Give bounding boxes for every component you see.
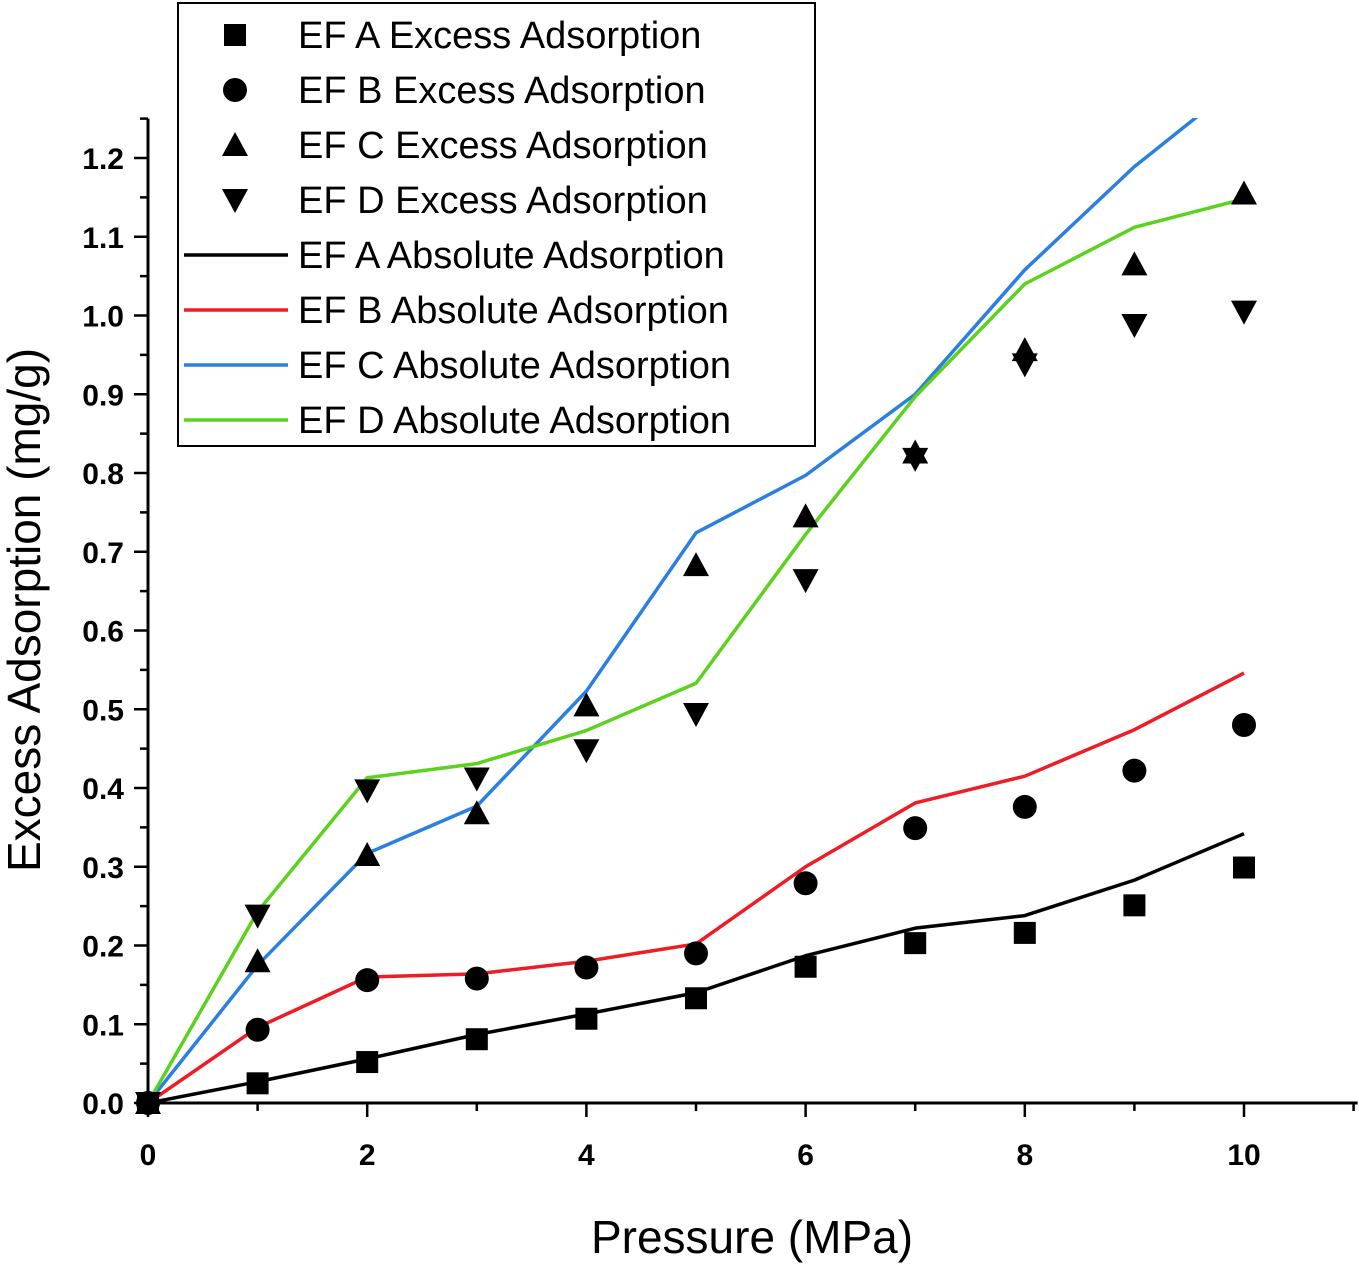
ef-c-excess-adsorption-legend-label: EF C Excess Adsorption — [298, 125, 708, 167]
ef-b-excess-adsorption-legend-label: EF B Excess Adsorption — [298, 70, 706, 112]
ef-d-excess-adsorption-point — [244, 904, 271, 929]
legend-box — [177, 2, 816, 447]
y-tick-label: 1.2 — [82, 143, 124, 176]
y-tick-label: 0.5 — [82, 694, 124, 727]
y-tick-label: 0.8 — [82, 458, 124, 491]
x-tick-label: 4 — [578, 1139, 595, 1172]
y-axis-ticks: 0.0 0.1 0.2 0.3 0.4 0.5 0.6 0.7 0.8 0.9 1.0 1.1 1.2 — [82, 117, 148, 1121]
y-tick-label: 0.6 — [82, 616, 124, 649]
ef-c-excess-adsorption-point — [683, 552, 709, 577]
ef-c-excess-adsorption-point — [792, 503, 819, 528]
ef-a-excess-adsorption-point — [246, 1072, 269, 1095]
ef-a-excess-adsorption-point — [465, 1028, 488, 1051]
x-tick-label: 0 — [140, 1139, 157, 1172]
ef-d-excess-adsorption-point — [573, 739, 600, 764]
ef-c-excess-adsorption-point — [244, 948, 271, 973]
ef-a-excess-adsorption-legend-marker — [224, 24, 246, 46]
ef-b-excess-adsorption-point — [793, 871, 818, 896]
y-tick-label: 0.7 — [82, 537, 124, 570]
x-axis-title: Pressure (MPa) — [591, 1211, 913, 1263]
y-axis-title: Excess Adsorption (mg/g) — [0, 348, 50, 872]
ef-d-excess-adsorption-point — [1231, 300, 1257, 325]
y-tick-label: 0.4 — [82, 773, 124, 806]
ef-a-excess-adsorption-point — [1013, 921, 1036, 944]
ef-d-excess-adsorption-point — [354, 779, 381, 804]
ef-b-excess-adsorption-point — [1012, 794, 1037, 819]
ef-b-excess-adsorption-point — [903, 816, 928, 841]
ef-b-excess-adsorption-point — [355, 968, 380, 993]
ef-d-excess-adsorption-point — [463, 767, 490, 792]
ef-c-excess-adsorption-point — [1121, 251, 1148, 276]
axes — [146, 118, 1358, 1105]
ef-b-excess-adsorption-point — [464, 966, 489, 991]
ef-b-absolute-adsorption-line — [148, 671, 1245, 1105]
ef-c-excess-adsorption-legend-marker — [222, 132, 248, 156]
ef-d-excess-adsorption-legend-marker — [222, 189, 248, 213]
legend: EF A Excess Adsorption EF B Excess Adsorp… — [177, 2, 816, 447]
ef-d-excess-adsorption-point — [902, 447, 929, 472]
ef-c-excess-adsorption-point — [573, 692, 600, 717]
ef-b-excess-adsorption-point — [1232, 713, 1256, 737]
y-tick-label: 1.1 — [82, 222, 124, 255]
ef-a-excess-adsorption-point — [794, 955, 817, 978]
y-tick-label: 0.0 — [82, 1088, 124, 1121]
ef-a-absolute-adsorption-line — [148, 832, 1245, 1105]
ef-c-absolute-adsorption-line — [148, 118, 1199, 1105]
ef-a-excess-adsorption-point — [1123, 894, 1146, 917]
ef-d-absolute-adsorption-legend-label: EF D Absolute Adsorption — [298, 400, 731, 442]
y-tick-label: 0.1 — [82, 1009, 124, 1042]
ef-a-excess-adsorption-legend-label: EF A Excess Adsorption — [298, 15, 701, 57]
ef-c-excess-adsorption-point — [354, 841, 381, 866]
y-tick-label: 0.2 — [82, 931, 124, 964]
ef-b-excess-adsorption-point — [245, 1017, 270, 1042]
ef-d-excess-adsorption-point — [792, 569, 819, 594]
y-tick-label: 0.3 — [82, 852, 124, 885]
x-tick-label: 2 — [359, 1139, 376, 1172]
excess-adsorption-markers — [135, 180, 1257, 1116]
ef-d-excess-adsorption-point — [1011, 353, 1038, 378]
ef-b-absolute-adsorption-legend-label: EF B Absolute Adsorption — [298, 290, 729, 332]
ef-a-excess-adsorption-point — [1233, 856, 1255, 879]
ef-a-excess-adsorption-point — [575, 1007, 598, 1030]
x-tick-label: 8 — [1016, 1139, 1033, 1172]
ef-b-excess-adsorption-point — [684, 941, 708, 966]
ef-d-excess-adsorption-point — [135, 1092, 161, 1116]
x-axis-ticks: 0 2 4 6 8 10 — [140, 1103, 1355, 1172]
ef-b-excess-adsorption-point — [1122, 758, 1147, 783]
ef-a-excess-adsorption-point — [685, 987, 707, 1010]
ef-c-excess-adsorption-point — [463, 800, 490, 825]
y-tick-label: 0.9 — [82, 379, 124, 412]
ef-b-excess-adsorption-legend-marker — [223, 78, 247, 102]
ef-a-excess-adsorption-point — [356, 1051, 379, 1074]
ef-b-excess-adsorption-point — [574, 955, 599, 980]
ef-d-excess-adsorption-point — [1121, 313, 1148, 338]
ef-d-excess-adsorption-point — [683, 702, 709, 727]
x-tick-label: 10 — [1227, 1139, 1260, 1172]
ef-a-excess-adsorption-point — [904, 932, 927, 955]
x-tick-label: 6 — [797, 1139, 814, 1172]
ef-c-absolute-adsorption-legend-label: EF C Absolute Adsorption — [298, 345, 731, 387]
absolute-adsorption-lines — [148, 118, 1245, 1105]
ef-d-absolute-adsorption-line — [148, 197, 1245, 1104]
ef-d-excess-adsorption-legend-label: EF D Excess Adsorption — [298, 180, 708, 222]
y-tick-label: 1.0 — [82, 301, 124, 334]
ef-a-absolute-adsorption-legend-label: EF A Absolute Adsorption — [298, 235, 725, 277]
ef-c-excess-adsorption-point — [1231, 180, 1257, 205]
